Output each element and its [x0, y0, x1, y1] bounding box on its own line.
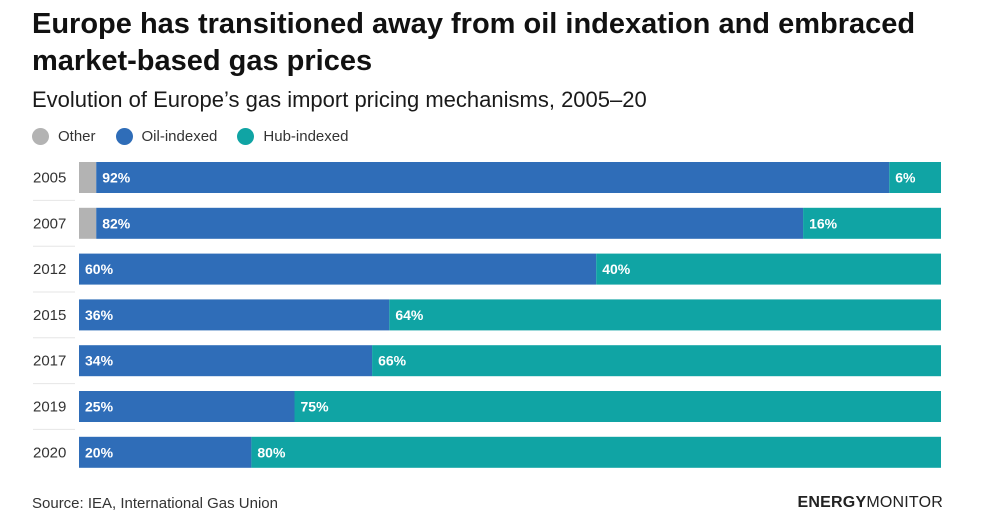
bar-hub-indexed-2019 [294, 391, 941, 422]
bar-hub-indexed-2020 [251, 436, 941, 468]
bar-hub-indexed-2012 [596, 253, 941, 285]
data-label-oil-indexed-2017: 34% [85, 353, 114, 369]
source-note: Source: IEA, International Gas Union [32, 495, 278, 512]
legend: Other Oil-indexed Hub-indexed [32, 126, 368, 146]
data-label-oil-indexed-2005: 92% [102, 170, 131, 186]
category-label-2007: 2007 [33, 215, 66, 232]
category-label-2015: 2015 [33, 307, 66, 324]
bar-hub-indexed-2007 [803, 207, 941, 239]
data-label-hub-indexed-2007: 16% [809, 215, 838, 231]
category-label-2017: 2017 [33, 353, 66, 370]
legend-label-other: Other [58, 127, 96, 145]
bar-oil-indexed-2007 [96, 207, 804, 239]
category-label-2012: 2012 [33, 261, 66, 278]
bar-oil-indexed-2005 [96, 162, 890, 193]
legend-swatch-hub-indexed [237, 127, 255, 145]
stacked-bar-chart: 2005 92% 6% 2007 82% 16% 2012 60% 40% 2015 36% 64% 2… [33, 162, 942, 468]
bar-hub-indexed-2017 [372, 345, 942, 377]
legend-item-oil-indexed: Oil-indexed [115, 127, 218, 145]
brand-logo-part1: ENERGY [797, 494, 867, 511]
brand-logo: ENERGYMONITOR [798, 494, 943, 512]
chart-subtitle: Evolution of Europe’s gas import pricing… [32, 87, 647, 112]
brand-logo-part2: MONITOR [866, 494, 943, 511]
bar-hub-indexed-2015 [389, 299, 941, 331]
legend-item-hub-indexed: Hub-indexed [237, 127, 349, 145]
legend-label-hub-indexed: Hub-indexed [263, 127, 349, 145]
data-label-oil-indexed-2007: 82% [102, 215, 131, 231]
bar-oil-indexed-2020 [79, 436, 252, 468]
category-label-2019: 2019 [33, 399, 66, 416]
legend-swatch-oil-indexed [115, 127, 133, 145]
data-label-oil-indexed-2015: 36% [85, 307, 114, 323]
data-label-hub-indexed-2019: 75% [301, 399, 330, 415]
category-label-2005: 2005 [33, 170, 66, 187]
data-label-hub-indexed-2020: 80% [257, 444, 286, 460]
legend-label-oil-indexed: Oil-indexed [141, 127, 218, 145]
data-label-hub-indexed-2015: 64% [395, 307, 424, 323]
category-label-2020: 2020 [33, 444, 66, 461]
bar-oil-indexed-2019 [79, 391, 295, 422]
bar-other-2007 [79, 207, 97, 239]
bar-hub-indexed-2005 [889, 162, 941, 193]
data-label-hub-indexed-2017: 66% [378, 353, 407, 369]
legend-item-other: Other [32, 127, 96, 145]
bar-oil-indexed-2015 [79, 299, 390, 331]
data-label-oil-indexed-2012: 60% [85, 261, 114, 277]
bar-oil-indexed-2012 [79, 253, 597, 285]
data-label-oil-indexed-2019: 25% [85, 399, 114, 415]
chart-title: Europe has transitioned away from oil in… [32, 8, 916, 77]
legend-swatch-other [32, 127, 49, 145]
data-label-hub-indexed-2005: 6% [895, 170, 916, 186]
data-label-oil-indexed-2020: 20% [85, 444, 114, 460]
data-label-hub-indexed-2012: 40% [602, 261, 631, 277]
bar-other-2005 [79, 162, 97, 193]
bar-oil-indexed-2017 [79, 345, 373, 377]
